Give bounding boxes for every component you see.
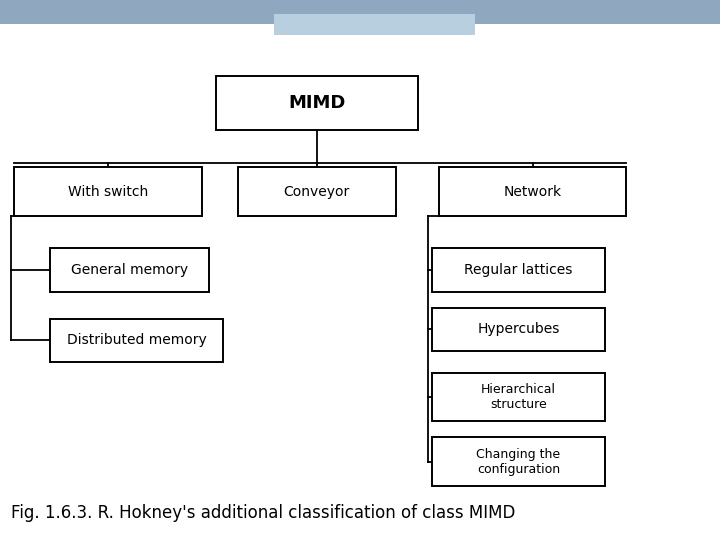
Text: Conveyor: Conveyor: [284, 185, 350, 199]
Text: Hierarchical
structure: Hierarchical structure: [481, 383, 556, 411]
FancyBboxPatch shape: [432, 373, 605, 421]
FancyBboxPatch shape: [50, 319, 223, 362]
FancyBboxPatch shape: [50, 248, 209, 292]
Text: Distributed memory: Distributed memory: [67, 333, 207, 347]
FancyBboxPatch shape: [0, 0, 720, 24]
Text: General memory: General memory: [71, 263, 188, 277]
FancyBboxPatch shape: [439, 167, 626, 216]
Text: Hypercubes: Hypercubes: [477, 322, 559, 336]
FancyBboxPatch shape: [238, 167, 396, 216]
FancyBboxPatch shape: [432, 437, 605, 486]
FancyBboxPatch shape: [432, 248, 605, 292]
FancyBboxPatch shape: [432, 308, 605, 351]
Text: With switch: With switch: [68, 185, 148, 199]
Text: Fig. 1.6.3. R. Hokney's additional classification of class MIMD: Fig. 1.6.3. R. Hokney's additional class…: [11, 504, 516, 522]
FancyBboxPatch shape: [216, 76, 418, 130]
Text: MIMD: MIMD: [288, 93, 346, 112]
FancyBboxPatch shape: [274, 14, 475, 35]
Text: Regular lattices: Regular lattices: [464, 263, 572, 277]
Text: Changing the
configuration: Changing the configuration: [477, 448, 560, 476]
FancyBboxPatch shape: [14, 167, 202, 216]
Text: Network: Network: [504, 185, 562, 199]
